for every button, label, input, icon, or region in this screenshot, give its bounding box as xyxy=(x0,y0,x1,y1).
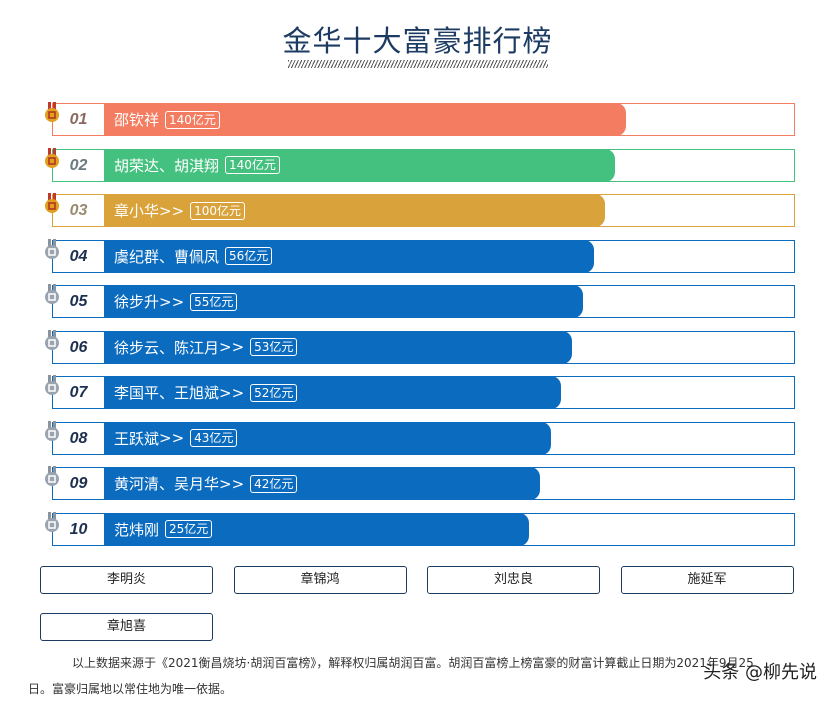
link-marker[interactable]: >> xyxy=(159,429,185,447)
wealth-bar[interactable]: 徐步云、陈江月 >> 53亿元 xyxy=(104,330,572,364)
person-name[interactable]: 邵钦祥 xyxy=(114,111,160,129)
ranking-row: 01 邵钦祥 140亿元 xyxy=(45,102,795,136)
person-name[interactable]: 王跃斌 xyxy=(114,429,160,448)
ranking-row: 03 章小华 >> 100亿元 xyxy=(45,193,795,227)
ranking-row: 07 李国平、王旭斌 >> 52亿元 xyxy=(45,375,795,409)
gold-medal-icon xyxy=(45,102,59,122)
wealth-amount: 53亿元 xyxy=(250,338,298,356)
wealth-amount: 140亿元 xyxy=(225,156,280,174)
wealth-amount: 43亿元 xyxy=(190,429,238,447)
rank-number: 05 xyxy=(69,293,88,310)
silver-medal-icon xyxy=(45,284,59,304)
rank-number: 10 xyxy=(69,520,88,538)
wealth-amount: 25亿元 xyxy=(165,520,213,538)
rank-number: 04 xyxy=(69,247,88,265)
wealth-amount: 55亿元 xyxy=(190,292,238,311)
ranking-row: 08 王跃斌 >> 43亿元 xyxy=(45,420,795,455)
rank-number: 03 xyxy=(69,202,88,219)
link-marker[interactable]: >> xyxy=(219,474,245,493)
rank-number: 08 xyxy=(69,429,88,447)
person-name[interactable]: 章小华 xyxy=(114,202,160,220)
wealth-amount: 42亿元 xyxy=(250,474,298,493)
link-marker[interactable]: >> xyxy=(159,201,185,220)
link-marker[interactable]: >> xyxy=(219,383,245,402)
silver-medal-icon xyxy=(45,511,59,532)
silver-medal-icon xyxy=(45,466,59,486)
wealth-amount: 140亿元 xyxy=(165,110,220,129)
wealth-bar[interactable]: 徐步升 >> 55亿元 xyxy=(104,285,583,318)
wealth-bar[interactable]: 胡荣达、胡淇翔 140亿元 xyxy=(104,148,615,182)
wealth-amount: 100亿元 xyxy=(190,201,246,220)
ranking-row: 04 虞纪群、曹佩凤 56亿元 xyxy=(45,238,795,273)
other-person-button[interactable]: 施延军 xyxy=(620,566,794,594)
link-marker[interactable]: >> xyxy=(159,292,185,311)
rank-number: 07 xyxy=(69,384,88,401)
watermark: 头条 @柳先说 xyxy=(703,662,817,683)
rank-number: 06 xyxy=(69,338,88,356)
person-name[interactable]: 黄河清、吴月华 xyxy=(114,475,220,493)
silver-medal-icon xyxy=(45,329,59,350)
source-note-line1: 以上数据来源于《2021衡昌烧坊·胡润百富榜》，解释权归属胡润百富。胡润百富榜上… xyxy=(72,656,754,670)
ranking-row: 10 范炜刚 25亿元 xyxy=(45,511,795,546)
page-title: 金华十大富豪排行榜 xyxy=(282,24,553,58)
wealth-bar[interactable]: 章小华 >> 100亿元 xyxy=(104,194,605,227)
ranking-row: 02 胡荣达、胡淇翔 140亿元 xyxy=(45,147,795,182)
wealth-bar[interactable]: 李国平、王旭斌 >> 52亿元 xyxy=(104,376,561,409)
other-person-button[interactable]: 李明炎 xyxy=(40,566,213,594)
other-person-button[interactable]: 章旭喜 xyxy=(40,613,213,641)
rank-number: 01 xyxy=(69,111,88,128)
person-name[interactable]: 徐步升 xyxy=(114,293,160,311)
wealth-bar[interactable]: 范炜刚 25亿元 xyxy=(104,512,529,546)
silver-medal-icon xyxy=(45,420,59,441)
person-name[interactable]: 范炜刚 xyxy=(114,520,160,539)
other-person-button[interactable]: 刘忠良 xyxy=(427,566,600,594)
person-name[interactable]: 胡荣达、胡淇翔 xyxy=(114,156,220,175)
other-person-button[interactable]: 章锦鸿 xyxy=(233,566,407,594)
wealth-bar[interactable]: 黄河清、吴月华 >> 42亿元 xyxy=(104,467,540,500)
source-note-line2: 日。富豪归属地以常住地为唯一依据。 xyxy=(28,682,233,696)
link-marker[interactable]: >> xyxy=(219,338,245,356)
person-name[interactable]: 李国平、王旭斌 xyxy=(114,384,220,402)
rank-number: 09 xyxy=(69,475,88,492)
title-decoration xyxy=(288,60,548,68)
ranking-row: 06 徐步云、陈江月 >> 53亿元 xyxy=(45,329,795,364)
wealth-bar[interactable]: 虞纪群、曹佩凤 56亿元 xyxy=(104,239,594,273)
silver-medal-icon xyxy=(45,238,59,259)
gold-medal-icon xyxy=(45,147,59,168)
gold-medal-icon xyxy=(45,193,59,213)
wealth-bar[interactable]: 王跃斌 >> 43亿元 xyxy=(104,421,551,455)
wealth-amount: 52亿元 xyxy=(250,383,298,402)
person-name[interactable]: 徐步云、陈江月 xyxy=(114,338,220,357)
person-name[interactable]: 虞纪群、曹佩凤 xyxy=(114,247,220,266)
ranking-row: 05 徐步升 >> 55亿元 xyxy=(45,284,795,318)
wealth-bar[interactable]: 邵钦祥 140亿元 xyxy=(104,103,626,136)
wealth-amount: 56亿元 xyxy=(225,247,273,265)
rank-number: 02 xyxy=(69,156,88,174)
ranking-row: 09 黄河清、吴月华 >> 42亿元 xyxy=(45,466,795,500)
silver-medal-icon xyxy=(45,375,59,395)
